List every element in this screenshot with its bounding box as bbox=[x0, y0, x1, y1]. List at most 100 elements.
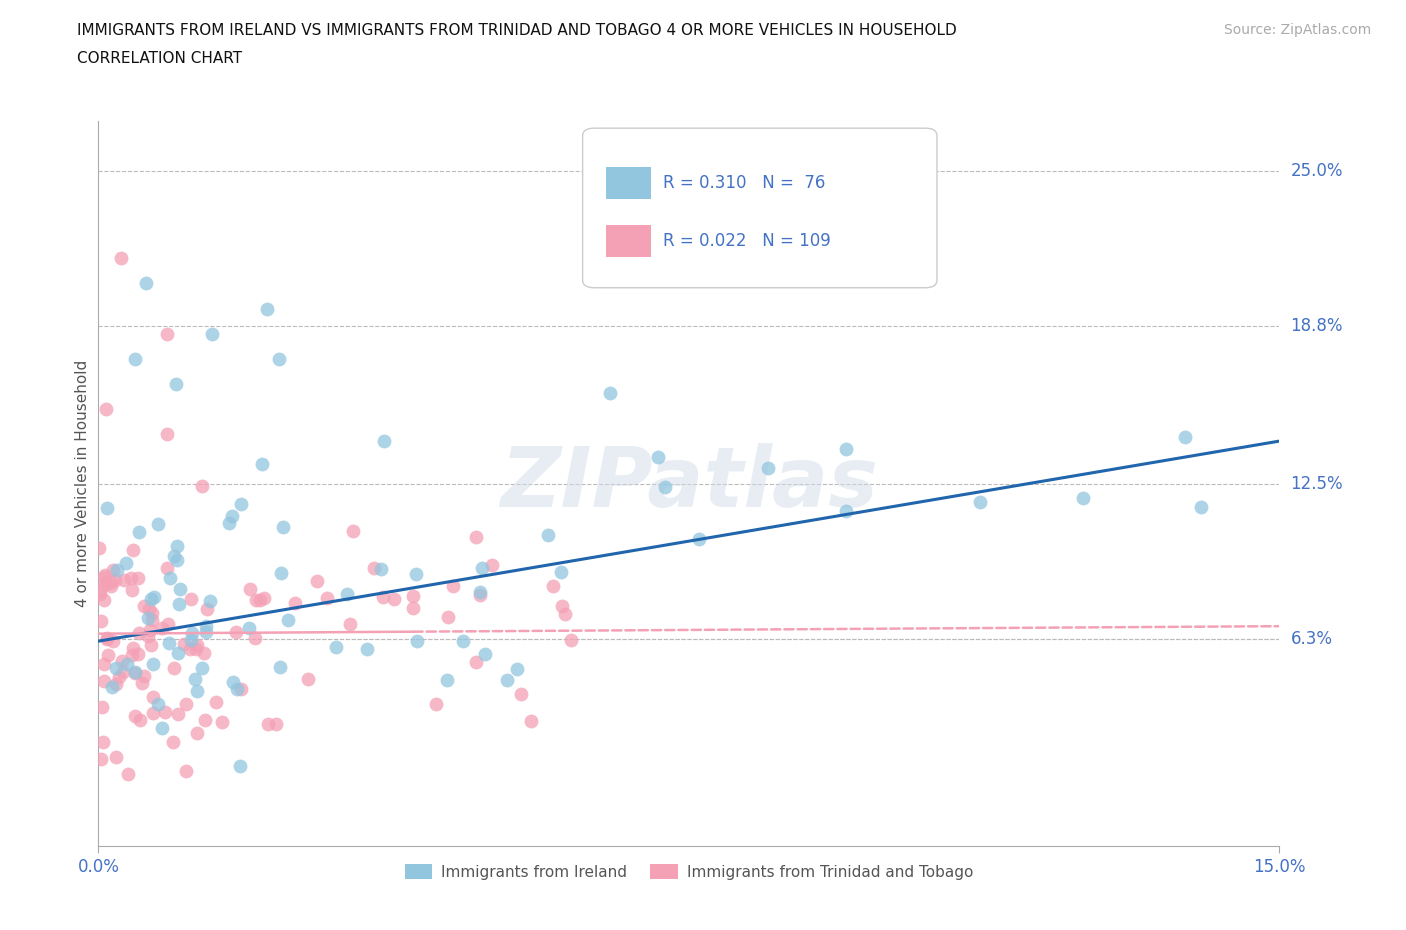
Point bbox=[184, 671, 207, 686]
Point bbox=[93, 673, 115, 688]
Point bbox=[155, 561, 177, 576]
Point bbox=[451, 633, 474, 648]
Point bbox=[93, 657, 115, 671]
Point bbox=[382, 591, 405, 606]
Point bbox=[402, 601, 425, 616]
Point bbox=[468, 585, 491, 600]
Point bbox=[134, 598, 156, 613]
Point bbox=[436, 672, 458, 687]
Point bbox=[167, 645, 190, 660]
Point bbox=[1189, 499, 1212, 514]
Point bbox=[654, 480, 676, 495]
Y-axis label: 4 or more Vehicles in Household: 4 or more Vehicles in Household bbox=[75, 360, 90, 607]
Point bbox=[101, 563, 124, 578]
Point bbox=[121, 582, 143, 597]
Point bbox=[111, 654, 134, 669]
Point bbox=[425, 697, 447, 711]
Point bbox=[520, 713, 543, 728]
Point bbox=[205, 695, 228, 710]
Point bbox=[273, 519, 295, 534]
Point bbox=[141, 612, 163, 627]
Point bbox=[180, 591, 202, 606]
Point bbox=[560, 632, 582, 647]
Point bbox=[969, 495, 991, 510]
Point bbox=[647, 450, 669, 465]
Point bbox=[124, 709, 146, 724]
Point bbox=[124, 666, 146, 681]
Point bbox=[267, 352, 290, 366]
Point bbox=[297, 671, 319, 686]
Point bbox=[87, 540, 110, 555]
Point bbox=[165, 376, 187, 391]
Point bbox=[181, 625, 204, 640]
Point bbox=[146, 697, 169, 711]
Point bbox=[835, 503, 858, 518]
Point bbox=[124, 664, 146, 679]
Point bbox=[229, 497, 252, 512]
Point bbox=[167, 596, 190, 611]
Point bbox=[335, 587, 357, 602]
Text: 6.3%: 6.3% bbox=[1291, 630, 1333, 647]
Point bbox=[96, 577, 118, 591]
Point bbox=[405, 566, 427, 581]
Point bbox=[135, 276, 157, 291]
Point bbox=[250, 457, 273, 472]
Point bbox=[167, 707, 190, 722]
Point bbox=[142, 590, 165, 604]
Point bbox=[90, 699, 112, 714]
Point bbox=[89, 583, 111, 598]
Point bbox=[186, 642, 208, 657]
Point bbox=[104, 572, 127, 587]
Point bbox=[543, 578, 565, 593]
Point bbox=[97, 647, 120, 662]
Point bbox=[471, 561, 494, 576]
Point bbox=[117, 766, 139, 781]
Point bbox=[211, 714, 233, 729]
Point bbox=[96, 631, 118, 646]
Point bbox=[111, 664, 134, 679]
Point bbox=[228, 758, 250, 773]
Point bbox=[180, 632, 202, 647]
Point bbox=[173, 636, 195, 651]
Point bbox=[356, 642, 378, 657]
Point bbox=[122, 641, 145, 656]
Point bbox=[464, 655, 486, 670]
Point bbox=[264, 716, 287, 731]
Point bbox=[136, 610, 159, 625]
Point bbox=[756, 460, 779, 475]
Point bbox=[90, 614, 112, 629]
Point bbox=[136, 628, 159, 643]
Point bbox=[101, 680, 124, 695]
Point bbox=[114, 556, 136, 571]
Text: R = 0.022   N = 109: R = 0.022 N = 109 bbox=[664, 232, 831, 249]
Point bbox=[371, 590, 394, 604]
Point bbox=[93, 569, 115, 584]
Point bbox=[370, 561, 392, 576]
Point bbox=[139, 623, 162, 638]
Point bbox=[218, 516, 240, 531]
Point bbox=[139, 638, 162, 653]
Bar bbox=[606, 166, 651, 198]
Point bbox=[101, 633, 124, 648]
Point bbox=[194, 712, 217, 727]
Point bbox=[468, 588, 491, 603]
Point bbox=[464, 530, 486, 545]
Point bbox=[166, 552, 188, 567]
Point bbox=[481, 558, 503, 573]
Text: 12.5%: 12.5% bbox=[1291, 474, 1343, 493]
Point bbox=[104, 750, 127, 764]
Point bbox=[105, 563, 128, 578]
Point bbox=[89, 587, 111, 602]
Point bbox=[150, 621, 173, 636]
Point bbox=[115, 656, 138, 671]
Point bbox=[186, 725, 208, 740]
Point bbox=[127, 570, 149, 585]
Point bbox=[174, 764, 197, 778]
Point bbox=[238, 620, 260, 635]
Point bbox=[191, 479, 214, 494]
Point bbox=[402, 588, 425, 603]
Point bbox=[141, 605, 163, 620]
Point bbox=[128, 712, 150, 727]
Point bbox=[325, 640, 347, 655]
Point bbox=[256, 716, 278, 731]
